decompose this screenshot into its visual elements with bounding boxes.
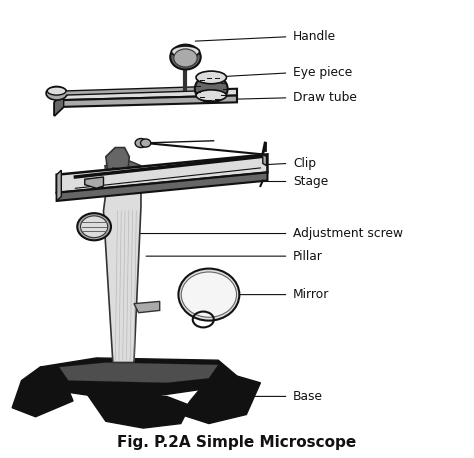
Text: Adjustment screw: Adjustment screw [293, 227, 403, 240]
Ellipse shape [195, 75, 228, 102]
Ellipse shape [181, 272, 237, 317]
Ellipse shape [46, 87, 67, 100]
Ellipse shape [140, 139, 151, 147]
Polygon shape [12, 367, 73, 417]
Polygon shape [87, 394, 190, 428]
Ellipse shape [178, 268, 239, 321]
Ellipse shape [174, 49, 197, 67]
Text: Clip: Clip [293, 157, 316, 170]
Ellipse shape [47, 87, 66, 95]
Polygon shape [263, 154, 266, 166]
Ellipse shape [197, 84, 211, 94]
Polygon shape [55, 96, 237, 116]
Polygon shape [55, 89, 237, 109]
Polygon shape [57, 170, 61, 201]
Ellipse shape [170, 44, 201, 70]
Ellipse shape [77, 213, 111, 240]
Ellipse shape [196, 71, 227, 84]
Polygon shape [40, 358, 237, 397]
Polygon shape [181, 376, 260, 424]
Polygon shape [55, 93, 64, 116]
Polygon shape [103, 166, 141, 362]
Polygon shape [134, 301, 160, 313]
Ellipse shape [172, 46, 200, 57]
Text: Base: Base [293, 390, 323, 403]
Polygon shape [105, 159, 141, 174]
Polygon shape [85, 177, 103, 188]
Polygon shape [59, 362, 218, 383]
Polygon shape [106, 147, 129, 174]
Polygon shape [57, 173, 267, 201]
Text: Draw tube: Draw tube [293, 91, 357, 104]
Text: Pillar: Pillar [293, 250, 323, 262]
Ellipse shape [196, 90, 227, 101]
Text: Fig. P.2A Simple Microscope: Fig. P.2A Simple Microscope [118, 435, 356, 450]
Ellipse shape [81, 216, 108, 238]
Text: Eye piece: Eye piece [293, 66, 353, 79]
Ellipse shape [135, 138, 147, 147]
Text: Handle: Handle [293, 30, 337, 43]
Text: Stage: Stage [293, 175, 328, 188]
Text: Mirror: Mirror [293, 288, 329, 301]
Polygon shape [57, 154, 267, 193]
